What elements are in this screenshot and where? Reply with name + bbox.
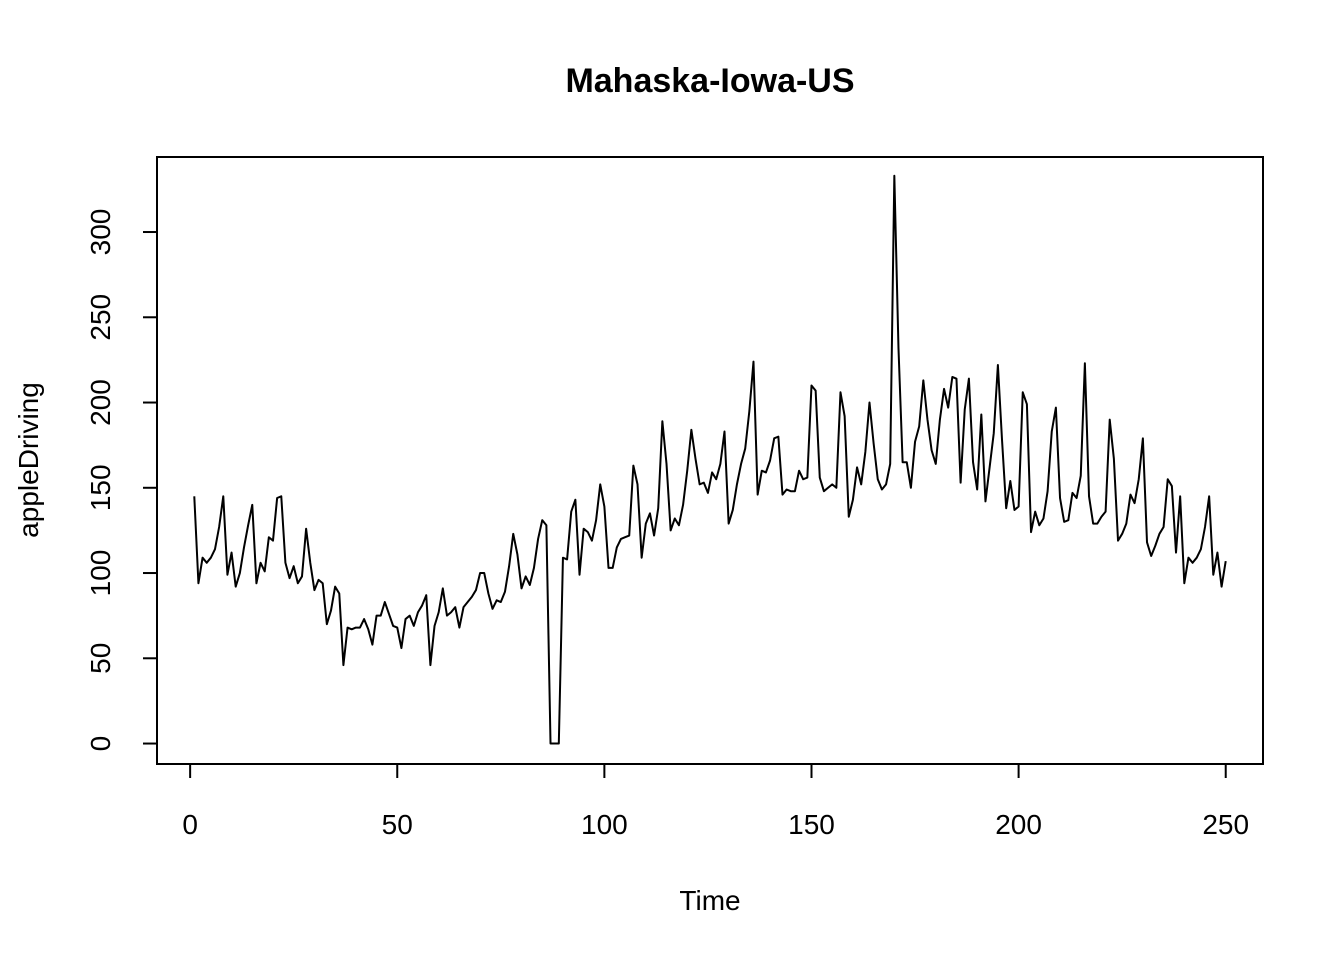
x-axis: 0 50 100 150 200 250 [182, 763, 1249, 840]
y-axis-label: appleDriving [13, 382, 44, 538]
y-tick-label: 150 [85, 464, 116, 511]
x-tick-label: 200 [995, 809, 1042, 840]
x-tick-label: 250 [1202, 809, 1249, 840]
x-tick-label: 0 [182, 809, 198, 840]
x-tick-label: 100 [581, 809, 628, 840]
plot-frame [156, 156, 1264, 765]
y-tick-label: 0 [85, 736, 116, 752]
series-line [193, 174, 1227, 745]
y-tick-label: 100 [85, 550, 116, 597]
y-tick-label: 300 [85, 209, 116, 256]
x-tick-label: 50 [382, 809, 413, 840]
y-tick-label: 250 [85, 294, 116, 341]
chart-title: Mahaska-Iowa-US [565, 62, 854, 100]
y-tick-label: 50 [85, 643, 116, 674]
y-tick-label: 200 [85, 379, 116, 426]
x-tick-label: 150 [788, 809, 835, 840]
x-axis-label: Time [679, 885, 740, 916]
y-axis: 0 50 100 150 200 250 300 [85, 209, 158, 752]
